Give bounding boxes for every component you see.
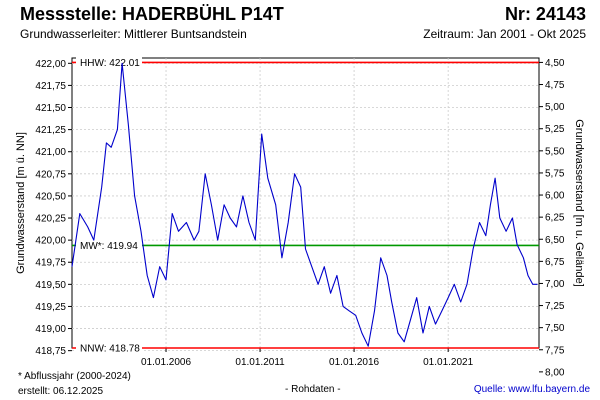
x-tick-label: 01.01.2021 [423,357,473,368]
reference-label-bg [76,239,142,251]
y-right-tick-label: 7,00 [545,279,565,290]
y-right-tick-label: 6,00 [545,191,565,202]
reference-label: MW*: 419.94 [80,241,138,252]
reference-label: HHW: 422.01 [80,58,140,69]
y-right-tick-label: 6,75 [545,257,565,268]
y-right-tick-label: 7,25 [545,301,565,312]
y-tick-label: 420,00 [35,236,66,247]
y-right-tick-label: 5,25 [545,124,565,135]
y-tick-label: 419,00 [35,324,66,335]
y-tick-label: 421,75 [35,81,66,92]
station-number: Nr: 24143 [504,4,586,24]
x-tick-label: 01.01.2011 [235,357,285,368]
y-tick-label: 422,00 [35,59,66,70]
y-right-tick-label: 7,50 [545,323,565,334]
source-link[interactable]: Quelle: www.lfu.bayern.de [473,384,590,395]
x-tick-label: 01.01.2016 [329,357,379,368]
reference-label-bg [76,56,142,68]
aquifer-label: Grundwasserleiter: Mittlerer Buntsandste… [20,27,247,41]
y-tick-label: 418,75 [35,346,66,357]
y-right-tick-label: 6,25 [545,213,565,224]
y-tick-label: 420,75 [35,169,66,180]
y-tick-label: 419,75 [35,258,66,269]
footnote: * Abflussjahr (2000-2024) [18,371,131,382]
y-right-tick-label: 8,00 [545,367,565,378]
y-tick-label: 421,00 [35,147,66,158]
y-tick-label: 420,50 [35,191,66,202]
y-right-tick-label: 5,00 [545,102,565,113]
raw-data-label: - Rohdaten - [285,384,341,395]
y-right-tick-label: 4,50 [545,58,565,69]
station-title: Messstelle: HADERBÜHL P14T [20,4,284,24]
y-tick-label: 419,50 [35,280,66,291]
y-right-tick-label: 6,50 [545,235,565,246]
reference-label: NNW: 418.78 [80,344,140,355]
y-right-tick-label: 7,75 [545,345,565,356]
y-right-tick-label: 5,50 [545,146,565,157]
y-tick-label: 421,50 [35,103,66,114]
period-label: Zeitraum: Jan 2001 - Okt 2025 [423,27,586,41]
x-tick-label: 01.01.2006 [141,357,191,368]
y-tick-label: 421,25 [35,125,66,136]
created-date: erstellt: 06.12.2025 [18,386,104,397]
y-right-tick-label: 5,75 [545,168,565,179]
y-right-tick-label: 4,75 [545,80,565,91]
y-tick-label: 419,25 [35,302,66,313]
plot-frame [71,57,540,349]
y-axis-title: Grundwasserstand [m ü. NN] [15,132,27,274]
y-right-axis-title: Grundwasserstand [m u. Gelände] [573,119,585,287]
reference-label-bg [76,342,142,353]
groundwater-series-line [71,62,538,347]
y-tick-label: 420,25 [35,214,66,225]
